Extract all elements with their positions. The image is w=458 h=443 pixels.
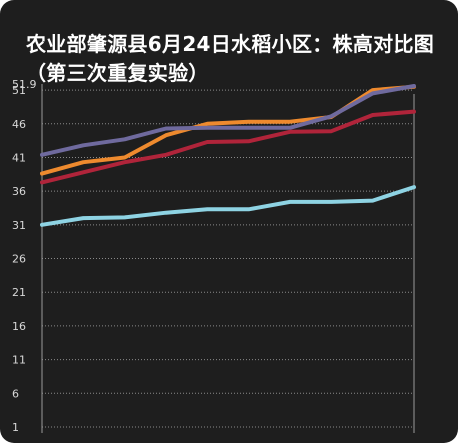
y-tick-label: 26 — [12, 253, 26, 266]
y-tick-label: 11 — [12, 354, 26, 367]
y-tick-label: 51 — [12, 84, 26, 97]
y-tick-label: 46 — [12, 118, 26, 131]
y-tick-label: 31 — [12, 219, 26, 232]
y-tick-label: 1 — [12, 421, 19, 434]
y-tick-label: 21 — [12, 286, 26, 299]
y-tick-label: 41 — [12, 151, 26, 164]
series-line-4 — [40, 185, 416, 227]
series-line-3 — [40, 109, 416, 185]
y-tick-label: 51.9 — [12, 78, 37, 91]
chart-title: 农业部肇源县6月24日水稻小区：株高对比图（第三次重复实验） — [26, 32, 435, 85]
series-line-2 — [40, 84, 416, 157]
y-tick-label: 6 — [12, 387, 19, 400]
y-tick-label: 36 — [12, 185, 26, 198]
y-tick-label: 16 — [12, 320, 26, 333]
